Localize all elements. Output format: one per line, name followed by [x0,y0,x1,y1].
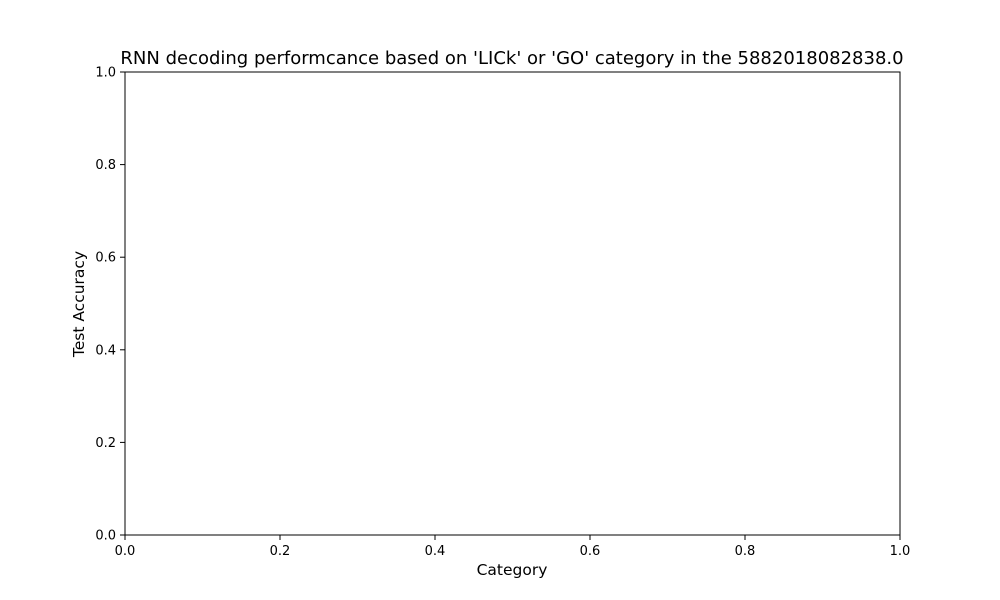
plot-area [124,71,901,536]
y-tick-label: 0.6 [95,251,116,266]
y-tick-label: 0.0 [95,529,116,544]
y-tick-label: 0.8 [95,158,116,173]
axes-frame [124,71,901,536]
x-tick-label: 0.6 [580,544,601,559]
x-axis-ticks: 0.0 0.2 0.4 0.6 0.8 1.0 [115,535,911,559]
y-tick-label: 0.2 [95,436,116,451]
x-tick-label: 1.0 [890,544,911,559]
chart-title: RNN decoding performcance based on 'LICk… [120,48,903,69]
x-axis-label: Category [477,561,548,579]
y-axis-label: Test Accuracy [70,251,88,358]
x-tick-label: 0.4 [425,544,446,559]
y-axis-ticks: 0.0 0.2 0.4 0.6 0.8 1.0 [95,66,125,544]
x-tick-label: 0.2 [270,544,291,559]
x-tick-label: 0.8 [735,544,756,559]
y-tick-label: 0.4 [95,343,116,358]
x-tick-label: 0.0 [115,544,136,559]
y-tick-label: 1.0 [95,66,116,81]
